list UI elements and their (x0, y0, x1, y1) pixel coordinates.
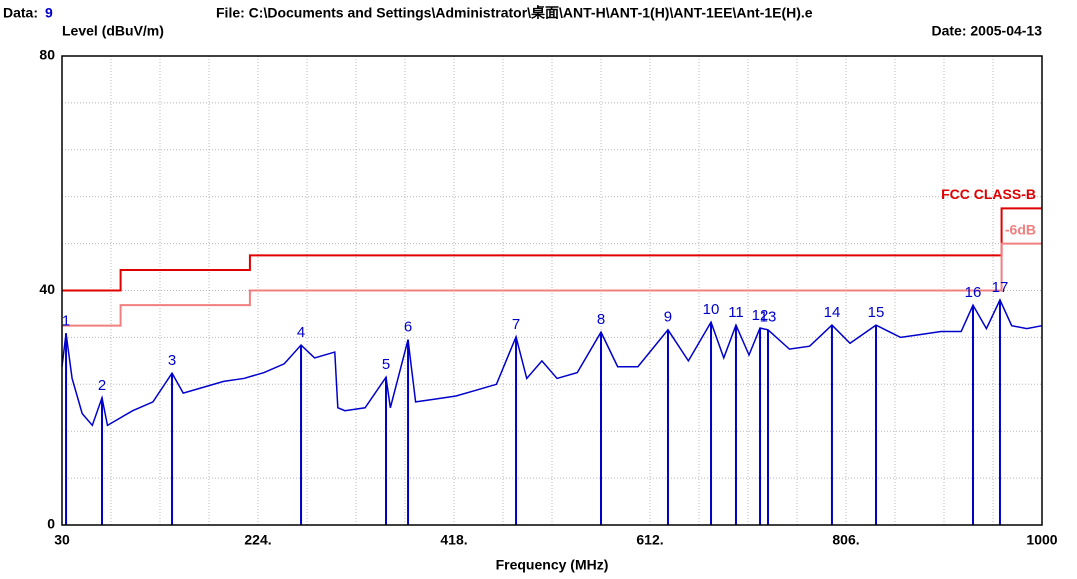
marker-label: 1 (62, 312, 70, 329)
date: Date: 2005-04-13 (931, 23, 1042, 39)
marker-label: 10 (703, 301, 720, 318)
marker-label: 14 (824, 304, 841, 321)
x-tick-label: 612. (636, 532, 663, 548)
x-tick-label: 1000 (1026, 532, 1057, 548)
x-tick-label: 806. (832, 532, 859, 548)
data-value: 9 (45, 5, 53, 21)
x-tick-label: 30 (54, 532, 70, 548)
series-line (62, 207, 1042, 292)
marker-label: 12 (752, 307, 769, 324)
series-label: FCC CLASS-B (941, 186, 1036, 202)
y-axis-title: Level (dBuV/m) (62, 23, 164, 39)
series-line (61, 298, 1043, 427)
marker-label: 15 (868, 304, 885, 321)
marker-label: 7 (512, 316, 520, 333)
marker-label: 4 (297, 324, 305, 341)
marker-label: 9 (664, 309, 672, 326)
file-path: File: C:\Documents and Settings\Administ… (216, 5, 813, 21)
y-tick-label: 40 (39, 281, 55, 297)
x-tick-label: 224. (244, 532, 271, 548)
marker-label: 13 (760, 309, 777, 326)
marker-label: 16 (965, 284, 982, 301)
marker-label: 17 (992, 279, 1009, 296)
y-tick-label: 0 (47, 516, 55, 532)
series-label: -6dB (1005, 221, 1036, 237)
series-line (62, 242, 1042, 327)
y-tick-label: 80 (39, 47, 55, 63)
marker-label: 2 (98, 377, 106, 394)
marker-label: 11 (728, 304, 744, 321)
data-label: Data: (3, 5, 38, 21)
marker-label: 3 (168, 352, 176, 369)
marker-label: 6 (404, 319, 412, 336)
plot-frame (61, 55, 1043, 526)
x-axis-title: Frequency (MHz) (496, 557, 609, 573)
x-tick-label: 418. (440, 532, 467, 548)
marker-label: 5 (382, 356, 390, 373)
marker-label: 8 (597, 311, 605, 328)
